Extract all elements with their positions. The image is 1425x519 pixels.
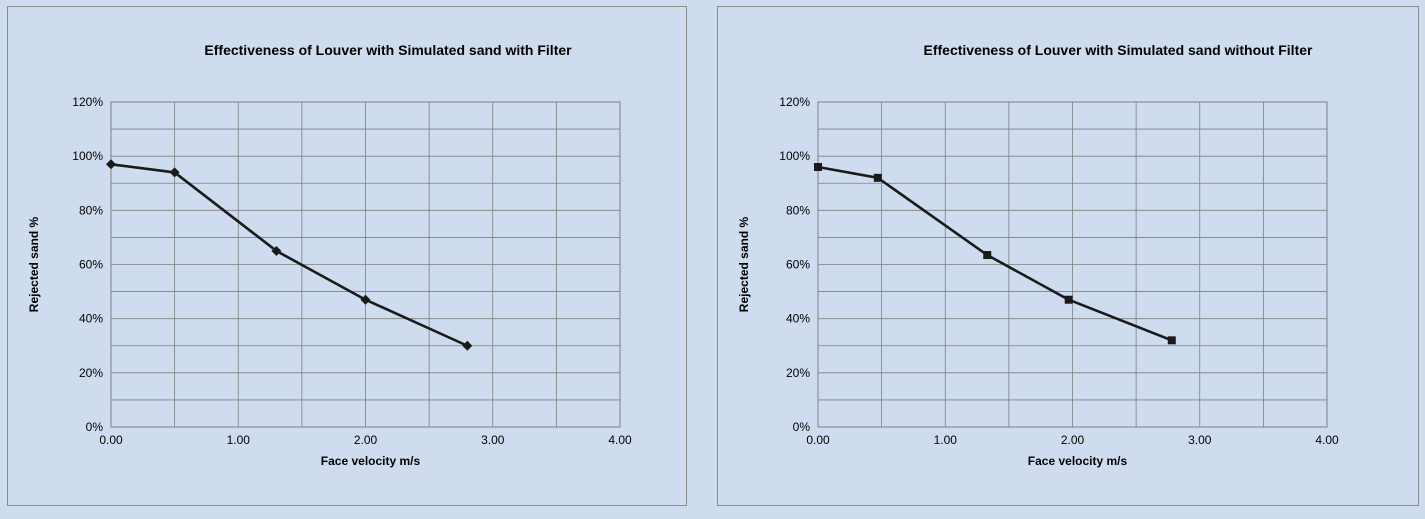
data-point [106,159,116,170]
x-axis-label: Face velocity m/s [321,454,421,468]
y-tick-label: 0% [86,420,104,434]
y-tick-label: 120% [779,95,810,109]
data-point [873,173,882,182]
chart-panel-without-filter: Effectiveness of Louver with Simulated s… [717,6,1419,506]
x-tick-label: 1.00 [227,433,251,447]
data-point [983,251,992,260]
y-tick-label: 40% [79,312,103,326]
x-tick-label: 4.00 [608,433,632,447]
chart-title: Effectiveness of Louver with Simulated s… [924,42,1313,58]
x-tick-label: 3.00 [1188,433,1212,447]
data-point [1167,336,1176,345]
x-tick-label: 4.00 [1315,433,1339,447]
data-point [1064,295,1073,304]
y-tick-label: 20% [79,366,103,380]
y-tick-label: 100% [72,149,103,163]
data-point [462,340,473,351]
chart-panel-with-filter: Effectiveness of Louver with Simulated s… [7,6,687,506]
x-tick-label: 3.00 [481,433,505,447]
y-tick-label: 40% [786,312,810,326]
chart-title: Effectiveness of Louver with Simulated s… [204,42,572,58]
data-point [169,167,180,178]
x-tick-label: 0.00 [99,433,123,447]
y-tick-label: 60% [79,258,103,272]
y-axis-label: Rejected sand % [27,216,41,312]
x-tick-label: 2.00 [354,433,378,447]
y-tick-label: 120% [72,95,103,109]
data-point [271,245,282,256]
chart-without-filter: Effectiveness of Louver with Simulated s… [737,42,1339,468]
x-axis-label: Face velocity m/s [1028,454,1128,468]
y-axis-label: Rejected sand % [737,216,751,312]
chart-with-filter: Effectiveness of Louver with Simulated s… [27,42,632,468]
y-tick-label: 100% [779,149,810,163]
x-tick-label: 0.00 [806,433,830,447]
x-tick-label: 1.00 [934,433,958,447]
y-tick-label: 80% [79,203,103,217]
y-tick-label: 60% [786,258,810,272]
data-point [360,294,371,305]
y-tick-label: 80% [786,203,810,217]
y-tick-label: 20% [786,366,810,380]
y-tick-label: 0% [793,420,811,434]
x-tick-label: 2.00 [1061,433,1085,447]
data-point [814,163,822,171]
